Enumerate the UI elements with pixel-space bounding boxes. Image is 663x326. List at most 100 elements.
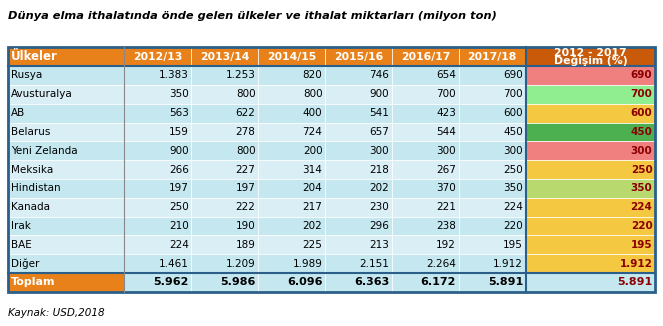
Bar <box>325 198 392 216</box>
Bar <box>526 179 655 198</box>
Text: 195: 195 <box>631 240 652 250</box>
Bar <box>392 198 459 216</box>
Text: 2016/17: 2016/17 <box>400 52 450 62</box>
Bar <box>192 141 258 160</box>
Bar <box>8 198 125 216</box>
Text: 1.383: 1.383 <box>158 70 189 81</box>
Bar <box>8 216 125 235</box>
Text: 159: 159 <box>169 127 189 137</box>
Text: 2014/15: 2014/15 <box>267 52 316 62</box>
Text: 2012 - 2017: 2012 - 2017 <box>554 48 627 58</box>
Bar <box>325 216 392 235</box>
Text: 218: 218 <box>369 165 389 174</box>
Bar <box>258 66 325 85</box>
Text: 800: 800 <box>303 89 322 99</box>
Bar <box>192 179 258 198</box>
Bar <box>125 198 192 216</box>
Text: 220: 220 <box>631 221 652 231</box>
Bar <box>392 47 459 66</box>
Bar <box>8 104 125 123</box>
Text: 5.962: 5.962 <box>153 277 189 287</box>
Bar <box>125 160 192 179</box>
Bar <box>8 179 125 198</box>
Bar <box>526 66 655 85</box>
Bar <box>392 216 459 235</box>
Text: 700: 700 <box>436 89 456 99</box>
Bar <box>392 160 459 179</box>
Bar <box>125 273 192 292</box>
Text: 654: 654 <box>436 70 456 81</box>
Text: 238: 238 <box>436 221 456 231</box>
Bar <box>459 273 526 292</box>
Bar <box>325 66 392 85</box>
Text: 1.253: 1.253 <box>225 70 255 81</box>
Text: 450: 450 <box>631 127 652 137</box>
Bar <box>258 179 325 198</box>
Bar <box>459 66 526 85</box>
Bar <box>192 47 258 66</box>
Text: 800: 800 <box>236 89 255 99</box>
Text: 202: 202 <box>369 183 389 193</box>
Bar <box>325 273 392 292</box>
Text: 314: 314 <box>302 165 322 174</box>
Bar <box>258 216 325 235</box>
Bar <box>8 273 125 292</box>
Text: 224: 224 <box>169 240 189 250</box>
Bar <box>325 141 392 160</box>
Text: 225: 225 <box>302 240 322 250</box>
Text: Yeni Zelanda: Yeni Zelanda <box>11 146 78 156</box>
Bar <box>392 66 459 85</box>
Bar <box>8 160 125 179</box>
Bar <box>192 123 258 141</box>
Text: 296: 296 <box>369 221 389 231</box>
Bar <box>459 85 526 104</box>
Text: 1.912: 1.912 <box>619 259 652 269</box>
Text: 300: 300 <box>369 146 389 156</box>
Bar <box>192 273 258 292</box>
Bar <box>459 141 526 160</box>
Bar <box>459 104 526 123</box>
Bar <box>526 104 655 123</box>
Text: 300: 300 <box>631 146 652 156</box>
Bar <box>392 123 459 141</box>
Bar <box>392 141 459 160</box>
Bar <box>526 141 655 160</box>
Text: 700: 700 <box>631 89 652 99</box>
Text: Değişim (%): Değişim (%) <box>554 55 627 66</box>
Bar <box>258 141 325 160</box>
Bar <box>192 254 258 273</box>
Text: 300: 300 <box>436 146 456 156</box>
Bar <box>392 104 459 123</box>
Text: 6.363: 6.363 <box>354 277 389 287</box>
Bar <box>526 198 655 216</box>
Text: Kaynak: USD,2018: Kaynak: USD,2018 <box>8 308 105 318</box>
Bar <box>459 47 526 66</box>
Bar <box>125 141 192 160</box>
Text: 350: 350 <box>169 89 189 99</box>
Text: Belarus: Belarus <box>11 127 50 137</box>
Text: 227: 227 <box>235 165 255 174</box>
Text: 900: 900 <box>169 146 189 156</box>
Text: Kanada: Kanada <box>11 202 50 212</box>
Text: 1.912: 1.912 <box>493 259 523 269</box>
Bar <box>526 235 655 254</box>
Text: Meksika: Meksika <box>11 165 54 174</box>
Bar <box>325 85 392 104</box>
Text: 423: 423 <box>436 108 456 118</box>
Text: 5.891: 5.891 <box>488 277 523 287</box>
Text: 2017/18: 2017/18 <box>467 52 517 62</box>
Text: 210: 210 <box>169 221 189 231</box>
Bar <box>258 104 325 123</box>
Bar <box>459 160 526 179</box>
Bar <box>8 47 655 292</box>
Text: 1.209: 1.209 <box>226 259 255 269</box>
Text: 2013/14: 2013/14 <box>200 52 249 62</box>
Bar <box>526 85 655 104</box>
Text: 820: 820 <box>302 70 322 81</box>
Text: 746: 746 <box>369 70 389 81</box>
Bar <box>125 179 192 198</box>
Text: 1.989: 1.989 <box>292 259 322 269</box>
Bar <box>258 85 325 104</box>
Bar <box>125 104 192 123</box>
Text: Avusturalya: Avusturalya <box>11 89 73 99</box>
